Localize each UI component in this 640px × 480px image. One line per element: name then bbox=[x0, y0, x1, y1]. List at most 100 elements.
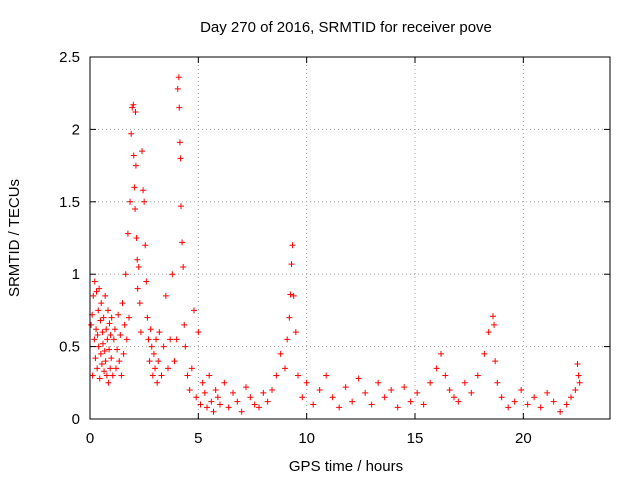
data-point bbox=[94, 332, 101, 339]
data-point bbox=[455, 398, 462, 405]
data-point bbox=[295, 372, 301, 379]
data-point bbox=[107, 332, 114, 339]
data-point bbox=[117, 332, 124, 339]
data-point bbox=[537, 404, 544, 411]
data-point bbox=[93, 326, 100, 333]
data-point bbox=[145, 336, 152, 343]
data-point bbox=[184, 372, 191, 379]
data-point bbox=[181, 321, 188, 328]
data-point bbox=[91, 336, 98, 343]
data-point bbox=[114, 346, 121, 353]
data-point bbox=[130, 152, 137, 159]
data-point bbox=[105, 379, 112, 386]
data-point bbox=[107, 365, 114, 372]
data-point bbox=[208, 398, 215, 405]
data-point bbox=[158, 372, 165, 379]
data-point bbox=[427, 379, 434, 386]
data-point bbox=[433, 365, 440, 372]
y-tick-label: 1.5 bbox=[59, 194, 80, 211]
data-point bbox=[323, 372, 330, 379]
data-point bbox=[99, 329, 106, 336]
data-point bbox=[100, 314, 107, 321]
data-point bbox=[230, 389, 236, 396]
data-point bbox=[132, 206, 139, 213]
data-points bbox=[88, 74, 583, 415]
data-point bbox=[260, 389, 267, 396]
data-point bbox=[124, 230, 131, 237]
data-point bbox=[375, 379, 382, 386]
data-point bbox=[574, 360, 581, 367]
data-point bbox=[97, 317, 104, 324]
data-point bbox=[95, 343, 102, 350]
data-point bbox=[336, 404, 343, 411]
data-point bbox=[494, 379, 501, 386]
x-axis-label: GPS time / hours bbox=[289, 458, 403, 475]
data-point bbox=[381, 394, 388, 401]
axis-ticks: 0 0.5 1 1.5 2 2.5 0 5 10 15 20 bbox=[59, 49, 610, 447]
data-point bbox=[524, 401, 531, 408]
data-point bbox=[98, 360, 105, 367]
data-point bbox=[153, 336, 160, 343]
y-tick-label: 0 bbox=[72, 411, 80, 428]
data-point bbox=[160, 343, 167, 350]
data-point bbox=[146, 358, 153, 365]
data-point bbox=[210, 408, 217, 415]
data-point bbox=[563, 401, 570, 408]
data-point bbox=[109, 372, 116, 379]
data-point bbox=[368, 401, 375, 408]
data-point bbox=[407, 398, 414, 405]
data-point bbox=[221, 379, 228, 386]
x-tick-label: 20 bbox=[515, 430, 532, 447]
data-point bbox=[481, 350, 488, 357]
data-point bbox=[568, 394, 574, 401]
data-point bbox=[165, 365, 171, 372]
data-point bbox=[90, 292, 97, 299]
data-point bbox=[199, 379, 206, 386]
data-point bbox=[103, 326, 110, 333]
data-point bbox=[287, 291, 294, 298]
data-point bbox=[147, 326, 154, 333]
data-point bbox=[135, 263, 142, 270]
data-point bbox=[286, 314, 293, 321]
data-point bbox=[575, 372, 582, 379]
data-point bbox=[362, 389, 369, 396]
data-point bbox=[171, 358, 178, 365]
x-tick-label: 10 bbox=[298, 430, 315, 447]
data-point bbox=[349, 398, 356, 405]
data-point bbox=[442, 372, 449, 379]
data-point bbox=[143, 278, 150, 285]
data-point bbox=[144, 314, 151, 321]
data-point bbox=[103, 372, 110, 379]
y-tick-label: 2.5 bbox=[59, 49, 80, 66]
data-point bbox=[303, 379, 310, 386]
grid bbox=[90, 57, 610, 419]
data-point bbox=[133, 235, 140, 241]
data-point bbox=[93, 288, 100, 295]
data-point bbox=[140, 187, 147, 194]
data-point bbox=[95, 307, 102, 314]
data-point bbox=[576, 379, 583, 386]
data-point bbox=[108, 355, 115, 362]
data-point bbox=[127, 198, 134, 205]
data-point bbox=[174, 85, 181, 92]
data-point bbox=[451, 394, 457, 401]
data-point bbox=[178, 203, 184, 210]
data-point bbox=[446, 387, 453, 394]
y-tick-label: 2 bbox=[72, 121, 80, 138]
data-point bbox=[98, 300, 105, 307]
data-point bbox=[243, 384, 249, 391]
x-tick-label: 15 bbox=[407, 430, 424, 447]
data-point bbox=[282, 365, 288, 372]
data-point bbox=[179, 239, 186, 246]
data-point bbox=[388, 387, 395, 394]
data-point bbox=[212, 387, 219, 394]
data-point bbox=[289, 242, 296, 249]
data-point bbox=[550, 398, 557, 405]
data-point bbox=[155, 358, 162, 365]
data-point bbox=[290, 292, 297, 299]
data-point bbox=[128, 130, 135, 137]
data-point bbox=[420, 401, 427, 408]
data-point bbox=[120, 350, 127, 357]
data-point bbox=[342, 384, 349, 391]
